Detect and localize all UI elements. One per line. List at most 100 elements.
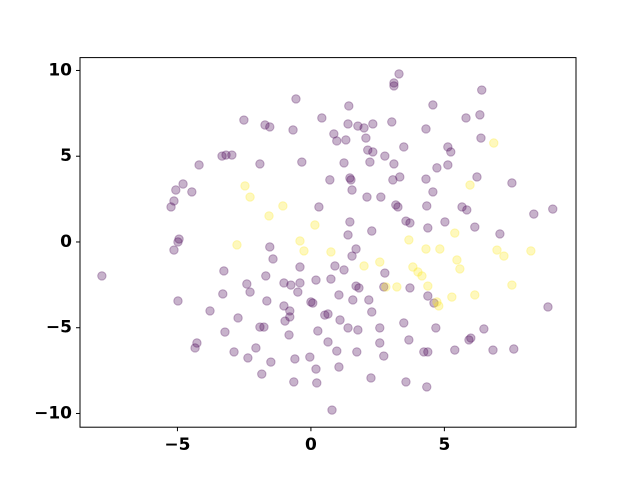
scatter-point <box>381 282 391 292</box>
scatter-point <box>389 81 399 91</box>
scatter-point <box>279 301 289 311</box>
scatter-point <box>240 181 250 191</box>
scatter-point <box>529 209 539 219</box>
scatter-point <box>255 159 265 169</box>
scatter-point <box>447 292 457 302</box>
scatter-point <box>423 281 433 291</box>
scatter-point <box>488 345 498 355</box>
scatter-point <box>332 136 342 146</box>
scatter-point <box>173 296 183 306</box>
y-tick-label: −10 <box>34 403 72 423</box>
scatter-point <box>376 192 386 202</box>
scatter-point <box>489 138 499 148</box>
scatter-point <box>285 312 295 322</box>
scatter-point <box>221 150 231 160</box>
scatter-point <box>325 175 335 185</box>
scatter-point <box>470 290 480 300</box>
scatter-point <box>389 78 399 88</box>
scatter-point <box>279 278 289 288</box>
scatter-point <box>429 298 439 308</box>
scatter-point <box>295 278 305 288</box>
scatter-point <box>351 281 361 291</box>
scatter-point <box>472 172 482 182</box>
scatter-point <box>431 323 441 333</box>
scatter-point <box>507 178 517 188</box>
scatter-point <box>421 244 431 254</box>
scatter-point <box>380 268 390 278</box>
scatter-point <box>334 362 344 372</box>
scatter-point <box>339 158 349 168</box>
scatter-point <box>305 352 315 362</box>
scatter-point <box>285 306 295 316</box>
scatter-point <box>368 119 378 129</box>
scatter-point <box>413 267 423 277</box>
scatter-point <box>401 377 411 387</box>
scatter-point <box>347 185 357 195</box>
scatter-point <box>343 323 353 333</box>
scatter-point <box>171 185 181 195</box>
scatter-point <box>259 322 269 332</box>
scatter-point <box>375 338 385 348</box>
y-tick-label: 5 <box>60 146 72 166</box>
scatter-point <box>245 192 255 202</box>
scatter-point <box>365 157 375 167</box>
scatter-point <box>457 202 467 212</box>
scatter-point <box>299 246 309 256</box>
y-tick-label: −5 <box>46 318 72 338</box>
scatter-point <box>346 175 356 185</box>
scatter-point <box>327 405 337 415</box>
scatter-point <box>470 222 480 232</box>
scatter-point <box>476 133 486 143</box>
scatter-point <box>260 120 270 130</box>
scatter-point <box>265 122 275 132</box>
scatter-point <box>408 262 418 272</box>
scatter-point <box>393 202 403 212</box>
scatter-point <box>446 147 456 157</box>
scatter-point <box>353 121 363 131</box>
scatter-point <box>297 157 307 167</box>
scatter-point <box>190 343 200 353</box>
scatter-point <box>174 234 184 244</box>
scatter-point <box>434 301 444 311</box>
scatter-point <box>261 271 271 281</box>
scatter-point <box>375 257 385 267</box>
scatter-point <box>391 200 401 210</box>
scatter-point <box>284 330 294 340</box>
scatter-point <box>326 247 336 257</box>
scatter-point <box>266 357 276 367</box>
scatter-point <box>368 147 378 157</box>
scatter-point <box>395 172 405 182</box>
scatter-point <box>399 142 409 152</box>
scatter-point <box>509 344 519 354</box>
scatter-point <box>323 337 333 347</box>
scatter-point <box>364 295 374 305</box>
scatter-point <box>326 274 336 284</box>
x-tick-label: 0 <box>305 435 317 455</box>
scatter-point <box>404 235 414 245</box>
scatter-point <box>548 204 558 214</box>
scatter-point <box>311 364 321 374</box>
scatter-point <box>479 324 489 334</box>
scatter-point <box>421 174 431 184</box>
scatter-point <box>310 220 320 230</box>
scatter-point <box>440 217 450 227</box>
scatter-point <box>332 346 342 356</box>
scatter-point <box>366 373 376 383</box>
scatter-point <box>419 347 429 357</box>
scatter-point <box>169 196 179 206</box>
scatter-point <box>317 113 327 123</box>
scatter-point <box>291 94 301 104</box>
scatter-point <box>417 271 427 281</box>
scatter-point <box>461 113 471 123</box>
scatter-point <box>308 298 318 308</box>
scatter-point <box>404 335 414 345</box>
scatter-point <box>233 313 243 323</box>
scatter-point <box>507 280 517 290</box>
scatter-point <box>229 347 239 357</box>
scatter-point <box>314 202 324 212</box>
scatter-point <box>278 201 288 211</box>
scatter-point <box>311 275 321 285</box>
scatter-point <box>388 175 398 185</box>
